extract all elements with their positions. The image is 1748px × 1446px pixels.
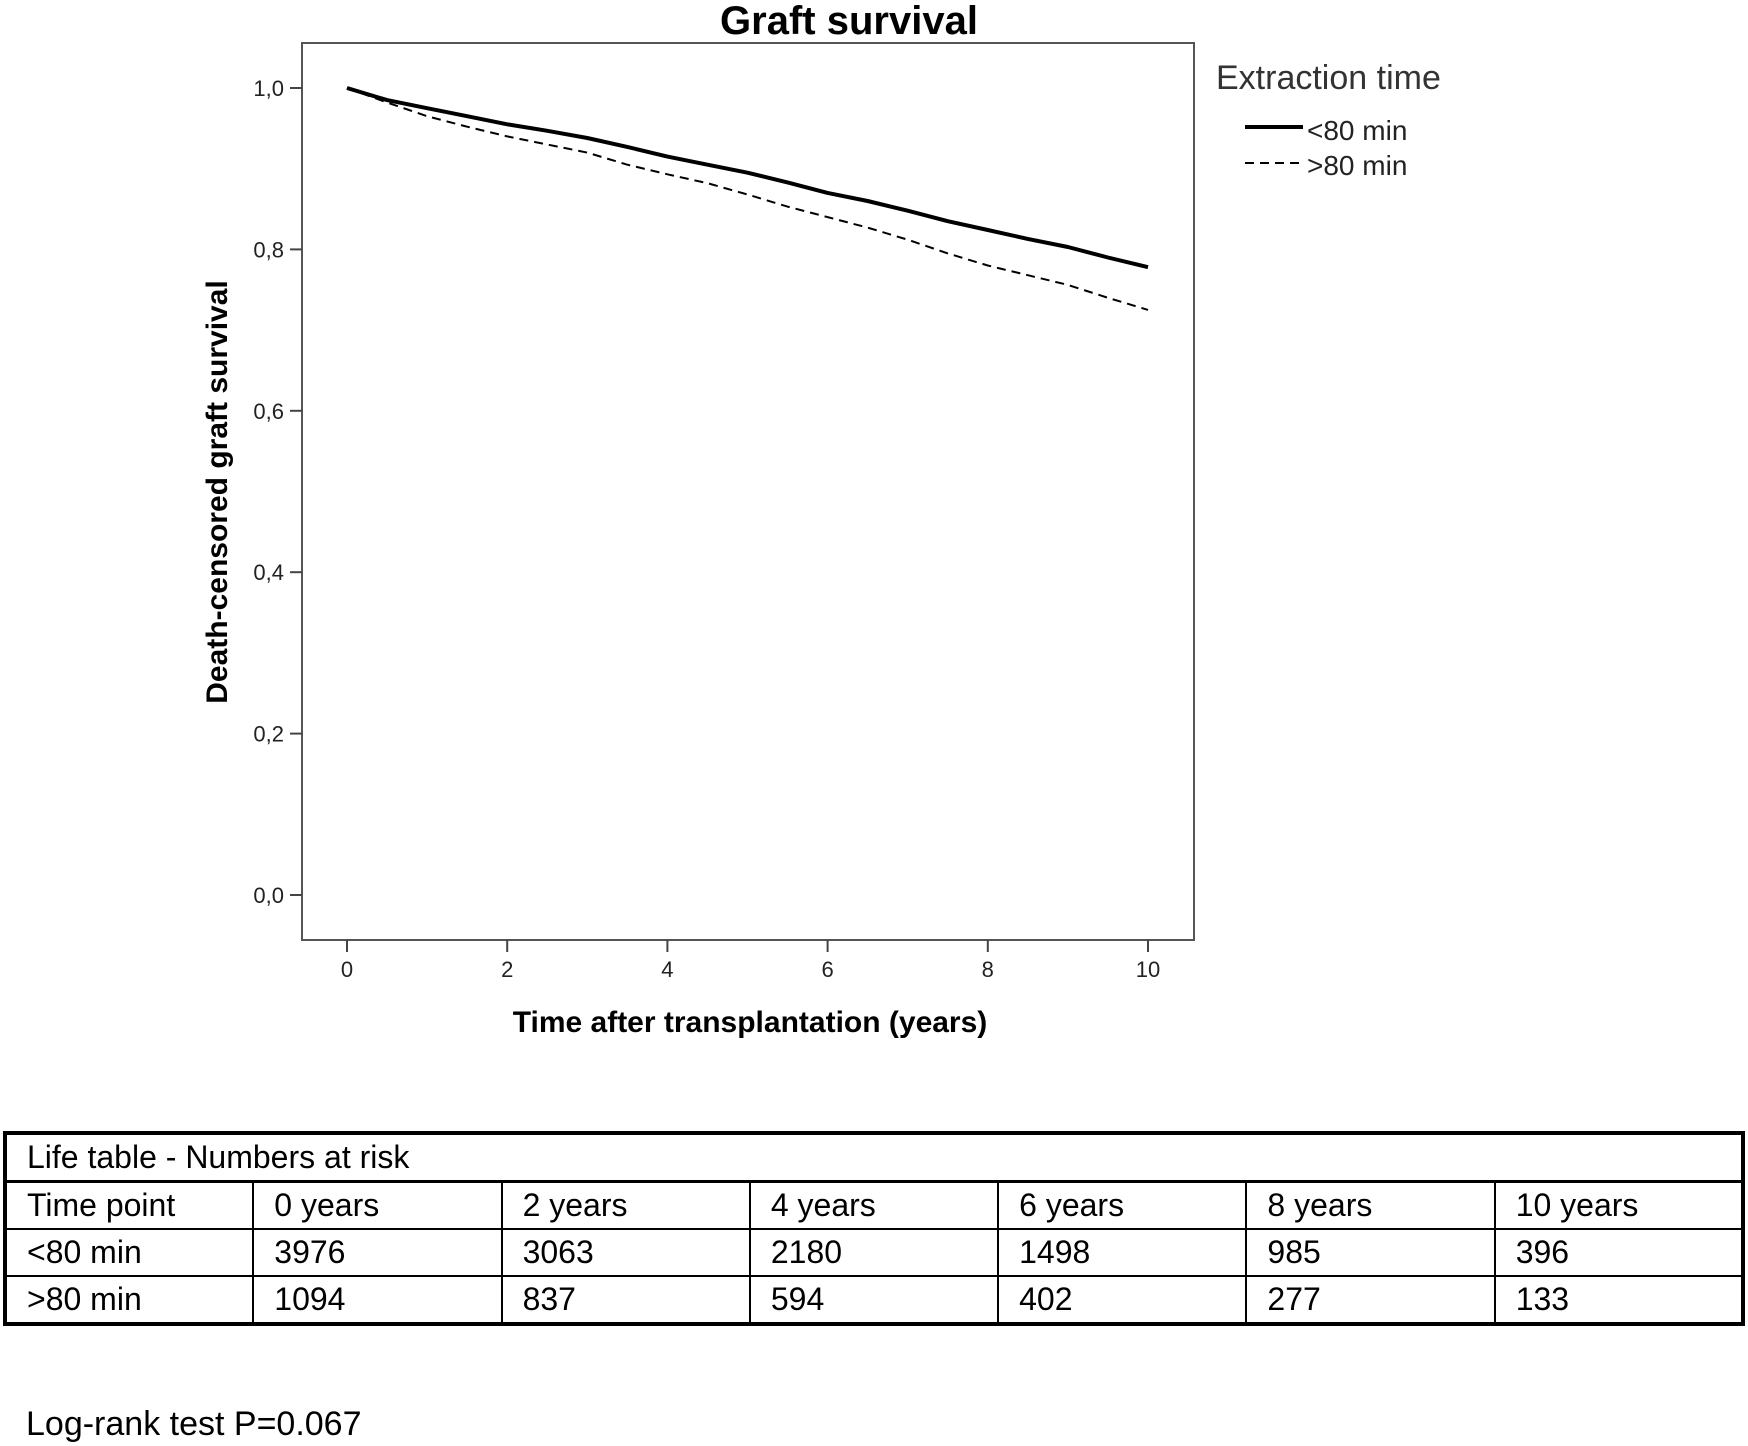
legend-entry-lt80: <80 min: [1307, 115, 1407, 146]
x-tick-label: 2: [501, 957, 513, 982]
table-cell: 402: [997, 1275, 1248, 1325]
row-label: >80 min: [3, 1275, 255, 1325]
y-tick-label: 1,0: [253, 76, 284, 101]
logrank-test-text: Log-rank test P=0.067: [26, 1405, 362, 1443]
y-tick-label: 0,6: [253, 399, 284, 424]
header-cell: 8 years: [1245, 1180, 1496, 1230]
header-cell: 0 years: [252, 1180, 503, 1230]
x-axis-label: Time after transplantation (years): [513, 1006, 988, 1039]
y-tick-label: 0,4: [253, 560, 284, 585]
risk-table-header-row: Time point 0 years 2 years 4 years 6 yea…: [3, 1180, 1745, 1230]
table-cell: 594: [748, 1275, 1000, 1325]
y-tick-label: 0,0: [253, 883, 284, 908]
legend-entry-gt80: >80 min: [1307, 150, 1407, 181]
table-cell: 3976: [252, 1228, 503, 1277]
risk-table-caption-row: Life table - Numbers at risk: [4, 1132, 1744, 1183]
x-tick-label: 6: [821, 957, 833, 982]
x-tick-label: 0: [341, 957, 353, 982]
series-line-lt80: [346, 86, 1149, 270]
chart-title: Graft survival: [720, 0, 978, 43]
header-cell: 6 years: [997, 1180, 1248, 1230]
x-tick-label: 8: [982, 957, 994, 982]
y-axis-label: Death-censored graft survival: [201, 280, 234, 703]
table-cell: 1094: [252, 1275, 503, 1325]
x-tick-label: 10: [1136, 957, 1160, 982]
row-label: <80 min: [3, 1228, 255, 1277]
table-cell: 133: [1493, 1275, 1745, 1325]
header-cell: 2 years: [500, 1180, 751, 1230]
survival-chart: Graft survival 0,0 0,2 0,4 0,6 0,8 1,0 0 2 4 6 8 1…: [201, 0, 1441, 1039]
table-cell: 396: [1493, 1228, 1745, 1277]
table-cell: 1498: [997, 1228, 1248, 1277]
x-axis-ticks: 0 2 4 6 8 10: [341, 940, 1160, 982]
legend: Extraction time <80 min >80 min: [1216, 59, 1441, 181]
table-row: >80 min 1094 837 594 402 277 133: [3, 1275, 1745, 1325]
header-cell: Time point: [3, 1180, 255, 1230]
y-tick-label: 0,2: [253, 722, 284, 747]
header-cell: 4 years: [748, 1180, 1000, 1230]
series-layer: [346, 86, 1149, 311]
table-cell: 985: [1245, 1228, 1496, 1277]
table-cell: 837: [500, 1275, 751, 1325]
legend-title: Extraction time: [1216, 59, 1441, 97]
risk-table-caption: Life table - Numbers at risk: [4, 1132, 1744, 1183]
series-line-gt80: [346, 87, 1149, 311]
table-row: <80 min 3976 3063 2180 1498 985 396: [3, 1228, 1745, 1277]
table-cell: 3063: [500, 1228, 751, 1277]
y-tick-label: 0,8: [253, 237, 284, 262]
risk-table: Life table - Numbers at risk Time point …: [3, 1131, 1745, 1326]
plot-area-frame: [301, 42, 1195, 941]
table-cell: 2180: [748, 1228, 1000, 1277]
y-axis-ticks: 0,0 0,2 0,4 0,6 0,8 1,0: [253, 76, 302, 908]
x-tick-label: 4: [661, 957, 673, 982]
table-cell: 277: [1245, 1275, 1496, 1325]
header-cell: 10 years: [1493, 1180, 1745, 1230]
